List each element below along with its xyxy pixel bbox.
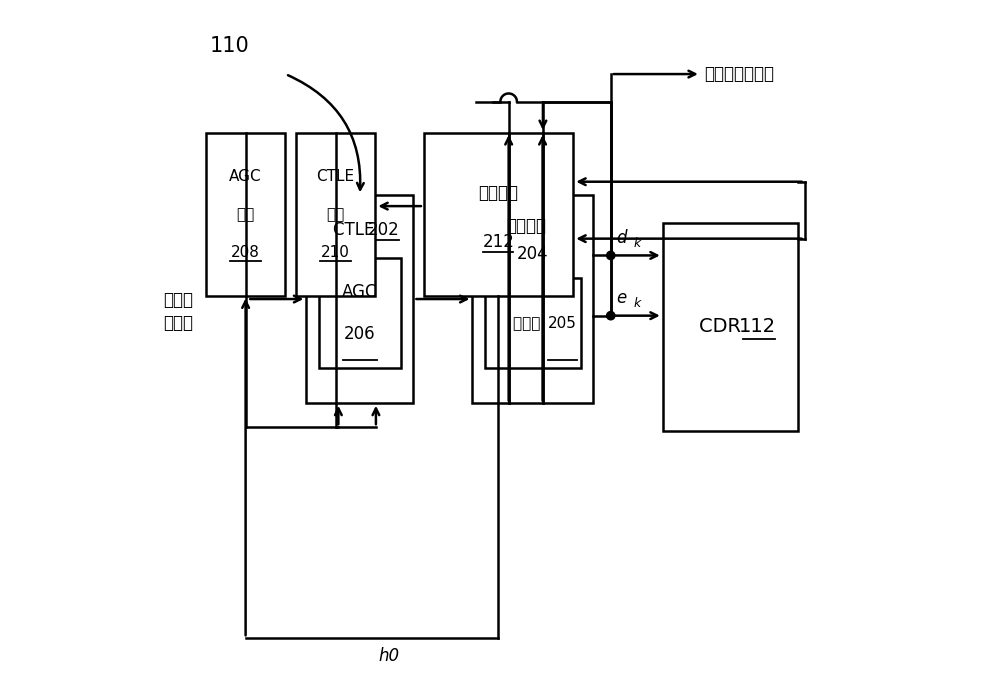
Text: 212: 212 (482, 233, 514, 251)
Bar (296, 133, 375, 295)
Text: 适配: 适配 (326, 206, 345, 222)
Text: CTLE: CTLE (317, 169, 355, 183)
Text: 适配: 适配 (236, 206, 255, 222)
Text: 202: 202 (368, 221, 400, 239)
Bar (485, 278, 581, 368)
Text: 入信号: 入信号 (163, 314, 193, 332)
Text: 判决电路: 判决电路 (506, 218, 546, 236)
Bar (319, 258, 401, 368)
Circle shape (607, 252, 615, 260)
Text: AGC: AGC (342, 283, 378, 301)
Text: 112: 112 (739, 317, 776, 336)
Bar (663, 223, 798, 431)
Text: 估计的符号输出: 估计的符号输出 (704, 65, 774, 83)
Text: AGC: AGC (229, 169, 262, 183)
Text: 110: 110 (209, 36, 249, 56)
Bar (472, 195, 593, 403)
Bar (206, 133, 285, 295)
Text: 判决适配: 判决适配 (478, 184, 518, 202)
Text: 210: 210 (321, 245, 350, 260)
Text: 模拟输: 模拟输 (163, 291, 193, 309)
Text: CTLE: CTLE (333, 221, 380, 239)
Text: k: k (634, 297, 641, 311)
Text: 206: 206 (344, 325, 376, 343)
Text: k: k (634, 237, 641, 250)
Text: 205: 205 (548, 316, 576, 331)
Circle shape (607, 311, 615, 320)
Bar (424, 133, 573, 295)
Text: 削波器: 削波器 (513, 316, 546, 331)
Text: 204: 204 (517, 245, 549, 263)
Text: e: e (616, 289, 627, 307)
Bar (306, 195, 413, 403)
Text: 208: 208 (231, 245, 260, 260)
Text: d: d (616, 229, 627, 247)
Text: CDR: CDR (699, 317, 747, 336)
Text: h0: h0 (379, 646, 400, 664)
